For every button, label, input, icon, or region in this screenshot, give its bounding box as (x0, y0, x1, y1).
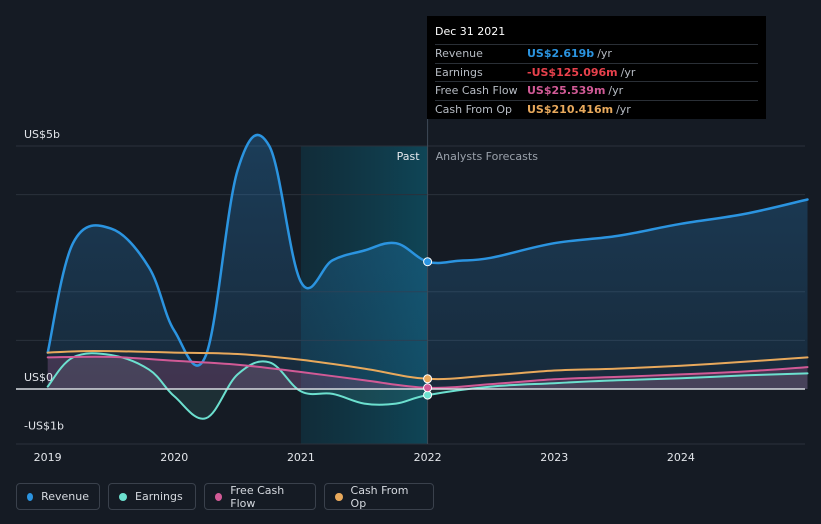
x-tick-label: 2023 (540, 451, 568, 464)
data-tooltip: Dec 31 2021 Revenue US$2.619b /yr Earnin… (427, 16, 766, 119)
legend-dot-icon (335, 492, 343, 501)
tooltip-value: US$2.619b (527, 47, 595, 61)
tooltip-value: US$25.539m (527, 84, 606, 98)
tooltip-label: Cash From Op (435, 102, 513, 116)
free-cash-flow-marker (423, 383, 433, 393)
legend-label: Earnings (135, 490, 183, 503)
x-tick-label: 2019 (34, 451, 62, 464)
legend-label: Free Cash Flow (230, 483, 285, 510)
y-tick-label: -US$1b (24, 420, 64, 433)
forecast-label: Analysts Forecasts (436, 150, 539, 163)
tooltip-row-revenue: Revenue US$2.619b /yr (435, 44, 758, 63)
tooltip-unit: /yr (620, 65, 636, 79)
tooltip-row-earnings: Earnings -US$125.096m /yr (435, 62, 758, 82)
tooltip-label: Earnings (435, 65, 483, 79)
cash-from-op-marker (423, 374, 433, 384)
revenue-marker (423, 257, 433, 267)
series-markers (423, 257, 433, 400)
earnings-line (46, 352, 809, 420)
x-tick-label: 2021 (287, 451, 315, 464)
cash-from-op-line (46, 350, 809, 381)
tooltip-row-free-cash-flow: Free Cash Flow US$25.539m /yr (435, 81, 758, 100)
tooltip-value: US$210.416m (527, 102, 614, 116)
revenue-line (46, 133, 809, 367)
legend-item-earnings[interactable]: Earnings (108, 483, 196, 510)
y-axis-labels: US$5b US$0 -US$1b (24, 128, 64, 433)
legend-dot-icon (119, 492, 127, 501)
tooltip-unit: /yr (608, 84, 624, 98)
x-tick-label: 2024 (667, 451, 695, 464)
earnings-marker (423, 390, 433, 400)
past-label: Past (397, 150, 421, 163)
tooltip-unit: /yr (616, 102, 631, 116)
legend-item-free-cash-flow[interactable]: Free Cash Flow (204, 483, 316, 510)
tooltip-date: Dec 31 2021 (435, 25, 506, 38)
legend-label: Cash From Op (350, 483, 409, 510)
chart-legend: Revenue Earnings Free Cash Flow Cash Fro… (16, 483, 442, 512)
x-axis-labels: 2019 2020 2021 2022 2023 2024 (34, 451, 695, 464)
legend-dot-icon (27, 492, 34, 501)
legend-item-revenue[interactable]: Revenue (16, 483, 100, 510)
y-tick-label: US$5b (24, 128, 60, 141)
legend-label: Revenue (41, 490, 89, 503)
x-tick-label: 2020 (160, 451, 188, 464)
legend-dot-icon (215, 492, 223, 501)
tooltip-value: -US$125.096m (527, 65, 618, 79)
x-tick-label: 2022 (414, 451, 442, 464)
tooltip-unit: /yr (597, 47, 612, 61)
tooltip-label: Revenue (435, 47, 483, 61)
earnings-area (47, 353, 808, 419)
tooltip-row-cash-from-op: Cash From Op US$210.416m /yr (435, 99, 758, 119)
legend-item-cash-from-op[interactable]: Cash From Op (324, 483, 434, 510)
tooltip-label: Free Cash Flow (435, 84, 518, 98)
y-tick-label: US$0 (24, 371, 53, 384)
